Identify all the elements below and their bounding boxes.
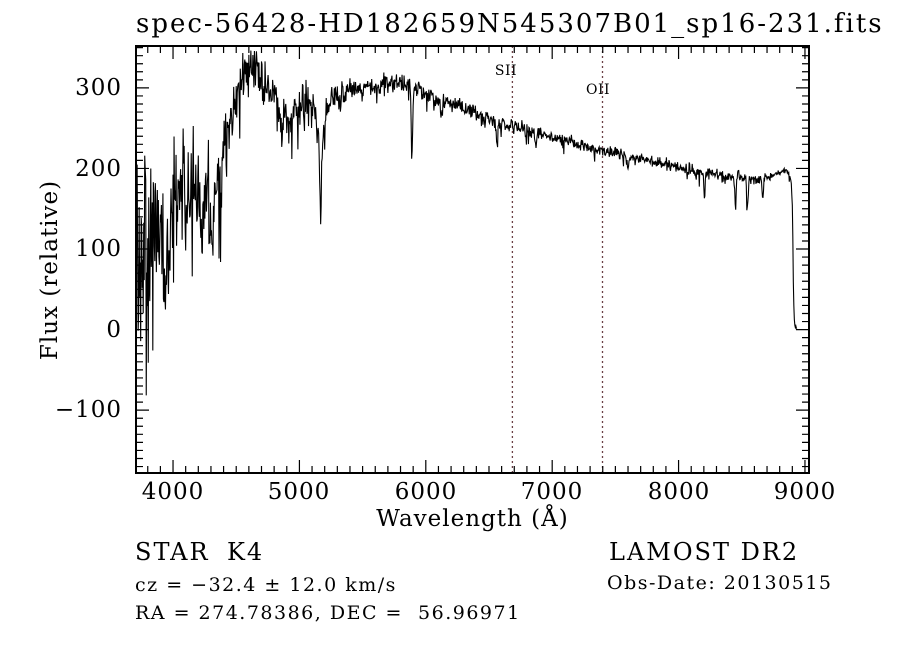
x-tick-label-8000: 8000 xyxy=(647,479,711,505)
object-class: STAR xyxy=(135,538,210,566)
x-tick-label-5000: 5000 xyxy=(267,479,331,505)
plot-frame xyxy=(135,45,810,474)
cz-velocity-line: cz = −32.4 ± 12.0 km/s xyxy=(135,574,397,596)
x-tick-label-9000: 9000 xyxy=(773,479,837,505)
ra-dec-line: RA = 274.78386, DEC = 56.96971 xyxy=(135,602,521,624)
spectrum-line xyxy=(135,50,798,396)
y-tick-label-200: 200 xyxy=(75,156,122,182)
y-tick-label-0: 0 xyxy=(106,317,122,343)
y-tick-label-neg100: −100 xyxy=(54,397,122,423)
object-subclass: K4 xyxy=(227,538,265,566)
obs-date-line: Obs-Date: 20130515 xyxy=(607,572,833,594)
y-tick-label-300: 300 xyxy=(75,75,122,101)
line-marker-label-oii: OII xyxy=(585,82,611,98)
survey-release: LAMOST DR2 xyxy=(609,538,800,566)
x-axis-label: Wavelength (Å) xyxy=(376,506,569,532)
x-tick-label-7000: 7000 xyxy=(520,479,584,505)
line-marker-label-sii: SII xyxy=(494,63,518,79)
x-tick-label-6000: 6000 xyxy=(394,479,458,505)
y-tick-label-100: 100 xyxy=(75,236,122,262)
x-tick-label-4000: 4000 xyxy=(141,479,205,505)
plot-title: spec-56428-HD182659N545307B01_sp16-231.f… xyxy=(136,9,884,39)
